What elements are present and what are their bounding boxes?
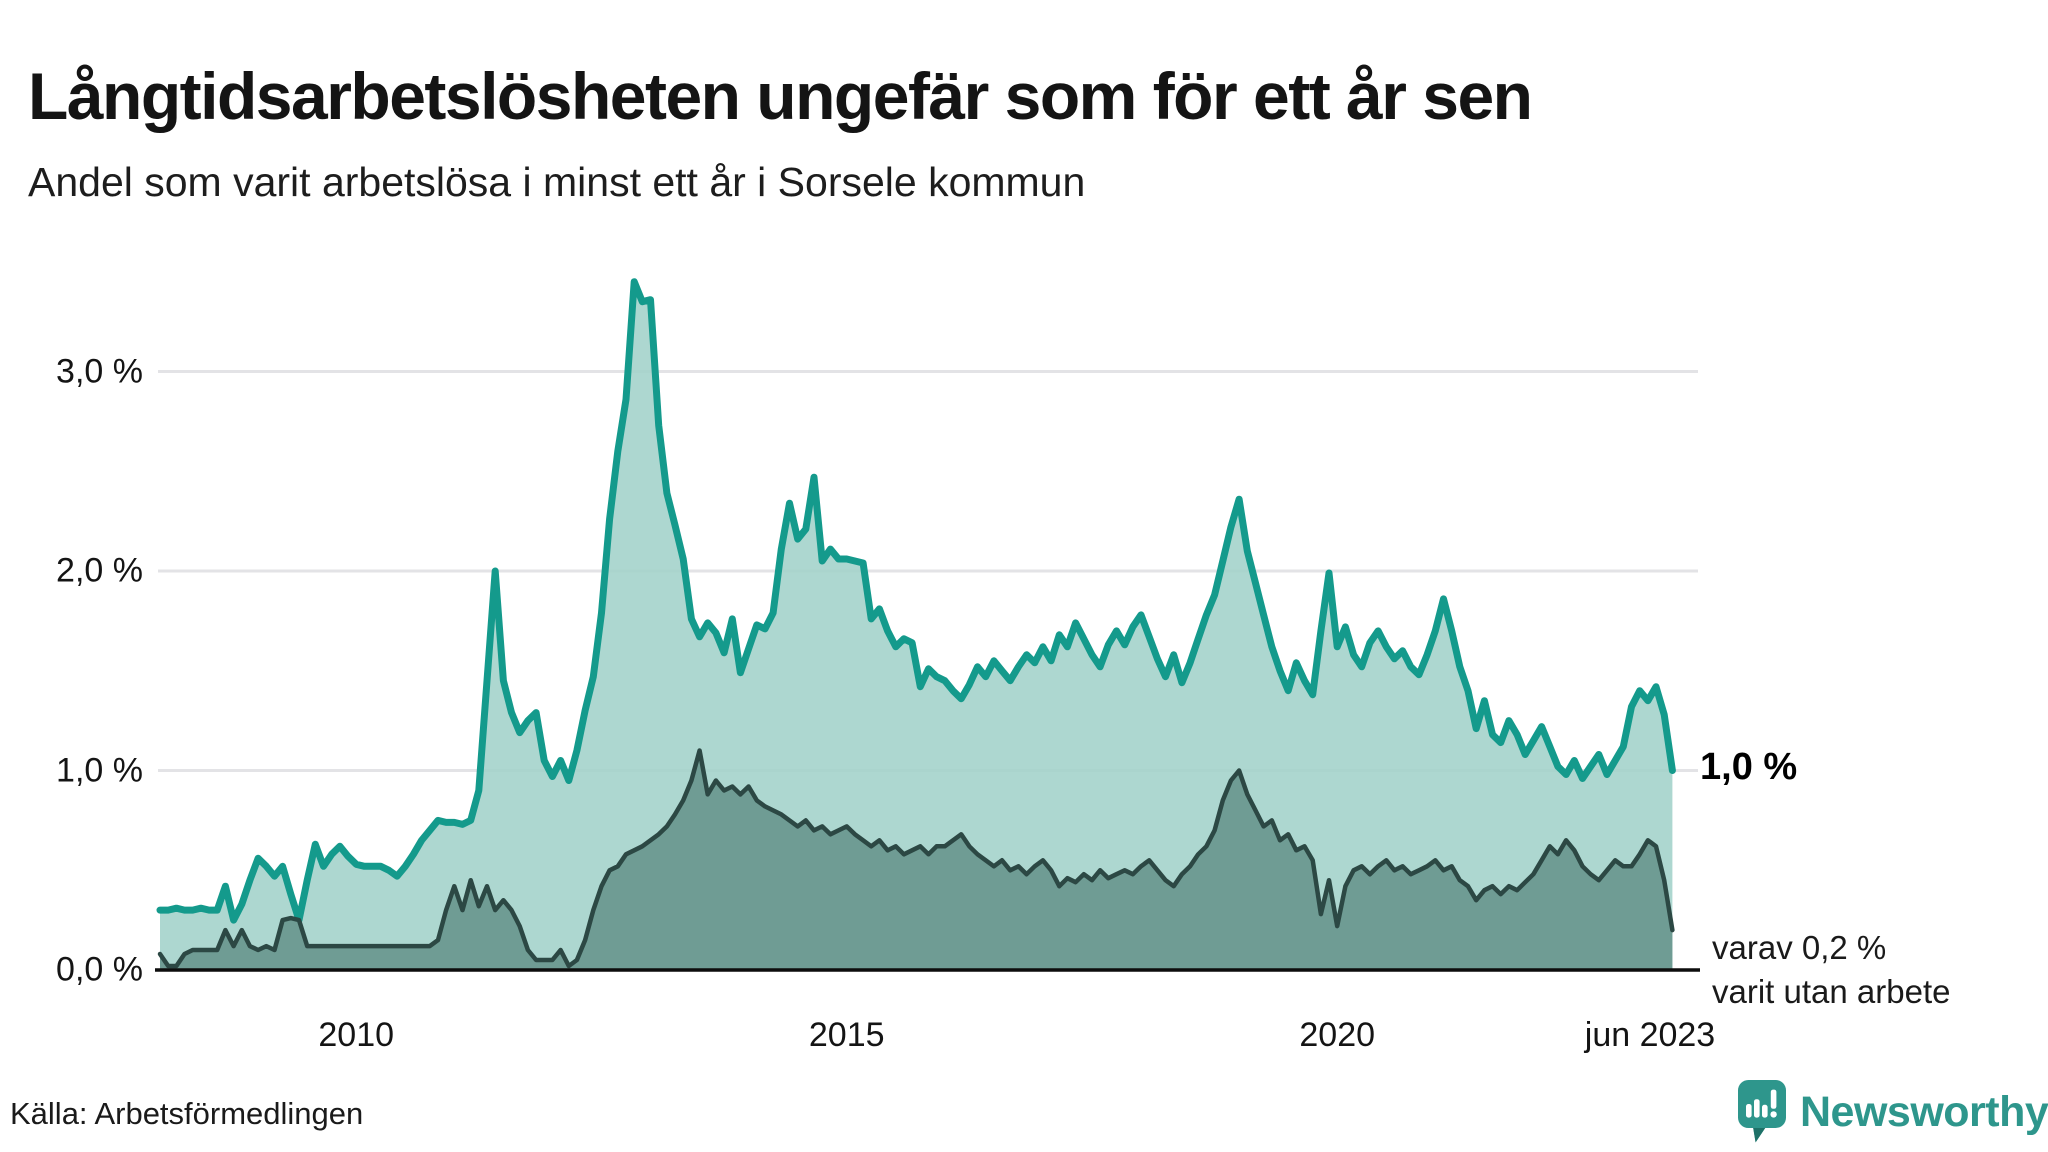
y-tick-label-2: 2,0 % bbox=[56, 551, 143, 590]
y-tick-label-1: 1,0 % bbox=[56, 751, 143, 789]
total-area bbox=[160, 281, 1673, 970]
x-tick-label-2010: 2010 bbox=[318, 1016, 395, 1054]
subset-line bbox=[157, 748, 1675, 969]
x-tick-label-jun-2023: jun 2023 bbox=[1584, 1016, 1716, 1054]
newsworthy-brand: Newsworthy bbox=[1738, 1080, 2048, 1144]
y-tick-label-0: 0,0 % bbox=[56, 950, 143, 989]
x-tick-label-2015: 2015 bbox=[808, 1016, 885, 1054]
total-end-value-label: 1,0 % bbox=[1700, 746, 1798, 788]
subset-end-value-line1: varav 0,2 % bbox=[1712, 929, 1887, 966]
subset-area bbox=[160, 750, 1673, 970]
source-credit: Källa: Arbetsförmedlingen bbox=[10, 1096, 364, 1131]
total-line bbox=[156, 278, 1676, 924]
y-tick-label-3: 3,0 % bbox=[56, 352, 143, 390]
x-tick-label-2020: 2020 bbox=[1299, 1016, 1376, 1054]
subset-end-value-line2: varit utan arbete bbox=[1712, 973, 1951, 1010]
chart-title: Långtidsarbetslösheten ungefär som för e… bbox=[28, 59, 1533, 134]
subset-end-value-label: varav 0,2 % varit utan arbete bbox=[1712, 926, 1950, 1014]
chart-subtitle: Andel som varit arbetslösa i minst ett å… bbox=[28, 159, 1086, 205]
newsworthy-wordmark: Newsworthy bbox=[1800, 1087, 2048, 1136]
newsworthy-logo-icon bbox=[1738, 1080, 1786, 1143]
